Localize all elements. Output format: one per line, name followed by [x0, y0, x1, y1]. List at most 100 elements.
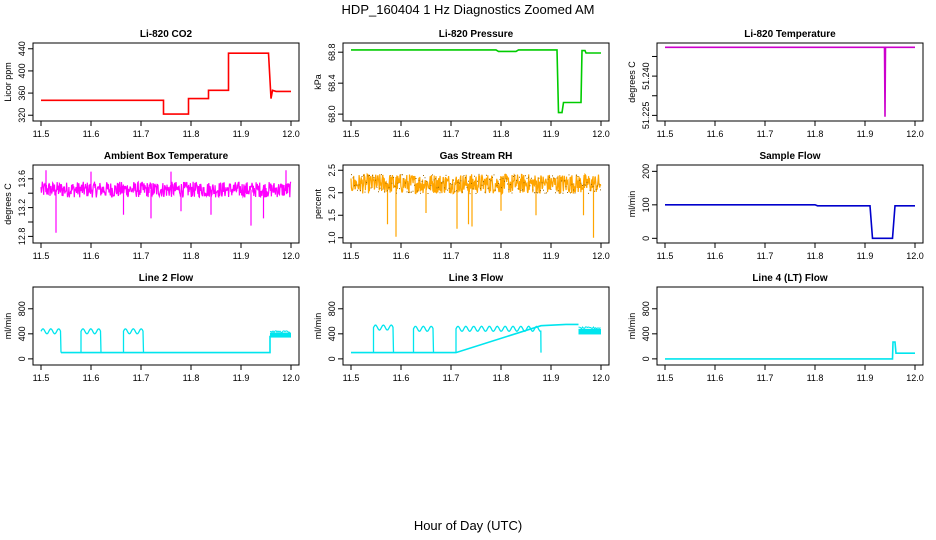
x-tick-label: 11.6	[83, 251, 100, 261]
series-line	[665, 204, 915, 240]
x-tick-label: 11.9	[233, 373, 250, 383]
series-line	[351, 323, 579, 354]
x-tick-label: 11.6	[393, 373, 410, 383]
y-axis-label: ml/min	[627, 313, 637, 340]
x-tick-label: 11.9	[543, 373, 560, 383]
y-tick-label: 2.5	[327, 164, 337, 177]
panel-2: Li-820 Pressure 11.5 11.6 11.7 11.8 11.9 12.0 6…	[313, 29, 610, 139]
y-tick-label: 0	[327, 356, 337, 361]
y-axis-label: kPa	[313, 74, 323, 90]
y-tick-label: 800	[327, 301, 337, 316]
x-tick-label: 11.6	[83, 373, 100, 383]
x-tick-label: 11.6	[707, 373, 724, 383]
y-axis-label: Licor ppm	[3, 62, 13, 102]
panel-title: Line 3 Flow	[449, 273, 504, 284]
panel-title: Ambient Box Temperature	[104, 151, 229, 162]
y-tick-label: 440	[17, 41, 27, 56]
x-tick-label: 11.7	[443, 129, 460, 139]
y-tick-label: 0	[641, 236, 651, 241]
x-tick-label: 12.0	[906, 129, 924, 139]
series-band-edge	[578, 326, 601, 330]
panel-title: Li-820 Pressure	[439, 29, 514, 40]
x-tick-label: 11.7	[133, 373, 150, 383]
plot-area	[351, 49, 601, 114]
panel-9: Line 4 (LT) Flow 11.5 11.6 11.7 11.8 11.9 12.0…	[627, 273, 924, 383]
y-tick-label: 400	[17, 63, 27, 78]
y-tick-label: 200	[641, 164, 651, 179]
x-tick-label: 11.9	[543, 251, 560, 261]
x-tick-label: 11.7	[443, 251, 460, 261]
series-noise	[350, 172, 602, 238]
panel-7: Line 2 Flow 11.5 11.6 11.7 11.8 11.9 12.0 0 400 8…	[3, 273, 300, 383]
panel-title: Li-820 Temperature	[744, 29, 836, 40]
series-wave-2	[412, 325, 435, 353]
x-tick-label: 11.8	[183, 251, 200, 261]
x-tick-label: 11.7	[133, 129, 150, 139]
x-tick-label: 11.6	[707, 251, 724, 261]
y-tick-label: 400	[327, 326, 337, 341]
y-tick-label: 360	[17, 86, 27, 101]
x-tick-label: 11.9	[233, 251, 250, 261]
x-tick-label: 11.8	[807, 373, 824, 383]
x-tick-label: 12.0	[592, 251, 610, 261]
panel-title: Line 4 (LT) Flow	[752, 273, 828, 284]
series-band	[270, 332, 291, 338]
y-tick-label: 0	[17, 356, 27, 361]
series-wave-2	[80, 328, 102, 353]
x-tick-label: 11.7	[133, 251, 150, 261]
x-tick-label: 11.7	[757, 129, 774, 139]
x-tick-label: 11.8	[493, 129, 510, 139]
panel-frame	[656, 286, 924, 366]
panel-title: Line 2 Flow	[139, 273, 194, 284]
x-tick-label: 12.0	[906, 373, 924, 383]
y-tick-label: 1.0	[327, 231, 337, 244]
panel-4: Ambient Box Temperature 11.5 11.6 11.7 11.8 1…	[3, 151, 300, 261]
y-axis-label: degrees C	[627, 61, 637, 103]
x-tick-label: 11.5	[657, 129, 674, 139]
x-tick-label: 11.5	[343, 129, 360, 139]
y-tick-label: 400	[17, 326, 27, 341]
x-tick-label: 11.8	[493, 373, 510, 383]
series-noise	[40, 170, 292, 233]
y-tick-label: 68.0	[327, 105, 337, 123]
x-tick-label: 11.6	[83, 129, 100, 139]
x-tick-label: 11.9	[233, 129, 250, 139]
series-line	[61, 335, 271, 354]
x-tick-label: 11.9	[857, 251, 874, 261]
x-tick-label: 11.8	[807, 251, 824, 261]
y-tick-label: 51.225	[641, 102, 651, 130]
x-tick-label: 11.8	[183, 129, 200, 139]
x-tick-label: 11.5	[343, 373, 360, 383]
plot-area	[41, 52, 291, 115]
panel-frame	[32, 164, 300, 244]
panel-title: Gas Stream RH	[440, 151, 513, 162]
y-tick-label: 400	[641, 326, 651, 341]
x-tick-label: 11.9	[857, 129, 874, 139]
panel-frame	[32, 42, 300, 122]
y-tick-label: 800	[641, 301, 651, 316]
x-tick-label: 11.8	[183, 373, 200, 383]
x-tick-label: 12.0	[592, 373, 610, 383]
y-tick-label: 100	[641, 197, 651, 212]
y-axis-label: ml/min	[313, 313, 323, 340]
x-tick-label: 12.0	[282, 129, 300, 139]
series-line	[351, 49, 601, 114]
plot-area	[665, 341, 915, 360]
series-wave-3	[455, 325, 542, 353]
panel-8: Line 3 Flow 11.5 11.6 11.7 11.8 11.9 12.0 0 400 8…	[313, 273, 610, 383]
panel-frame	[342, 286, 610, 366]
panel-frame	[656, 42, 924, 122]
plot-area	[40, 328, 291, 354]
panel-frame	[342, 164, 610, 244]
y-axis-label: degrees C	[3, 183, 13, 225]
x-tick-label: 12.0	[282, 251, 300, 261]
series-line	[665, 46, 915, 117]
series-wave-1	[372, 324, 395, 353]
y-tick-label: 13.2	[17, 199, 27, 217]
y-tick-label: 68.4	[327, 74, 337, 92]
panel-frame	[656, 164, 924, 244]
x-tick-label: 12.0	[592, 129, 610, 139]
x-tick-label: 11.5	[657, 251, 674, 261]
series-band-edge	[269, 330, 291, 334]
plot-area	[40, 170, 292, 233]
